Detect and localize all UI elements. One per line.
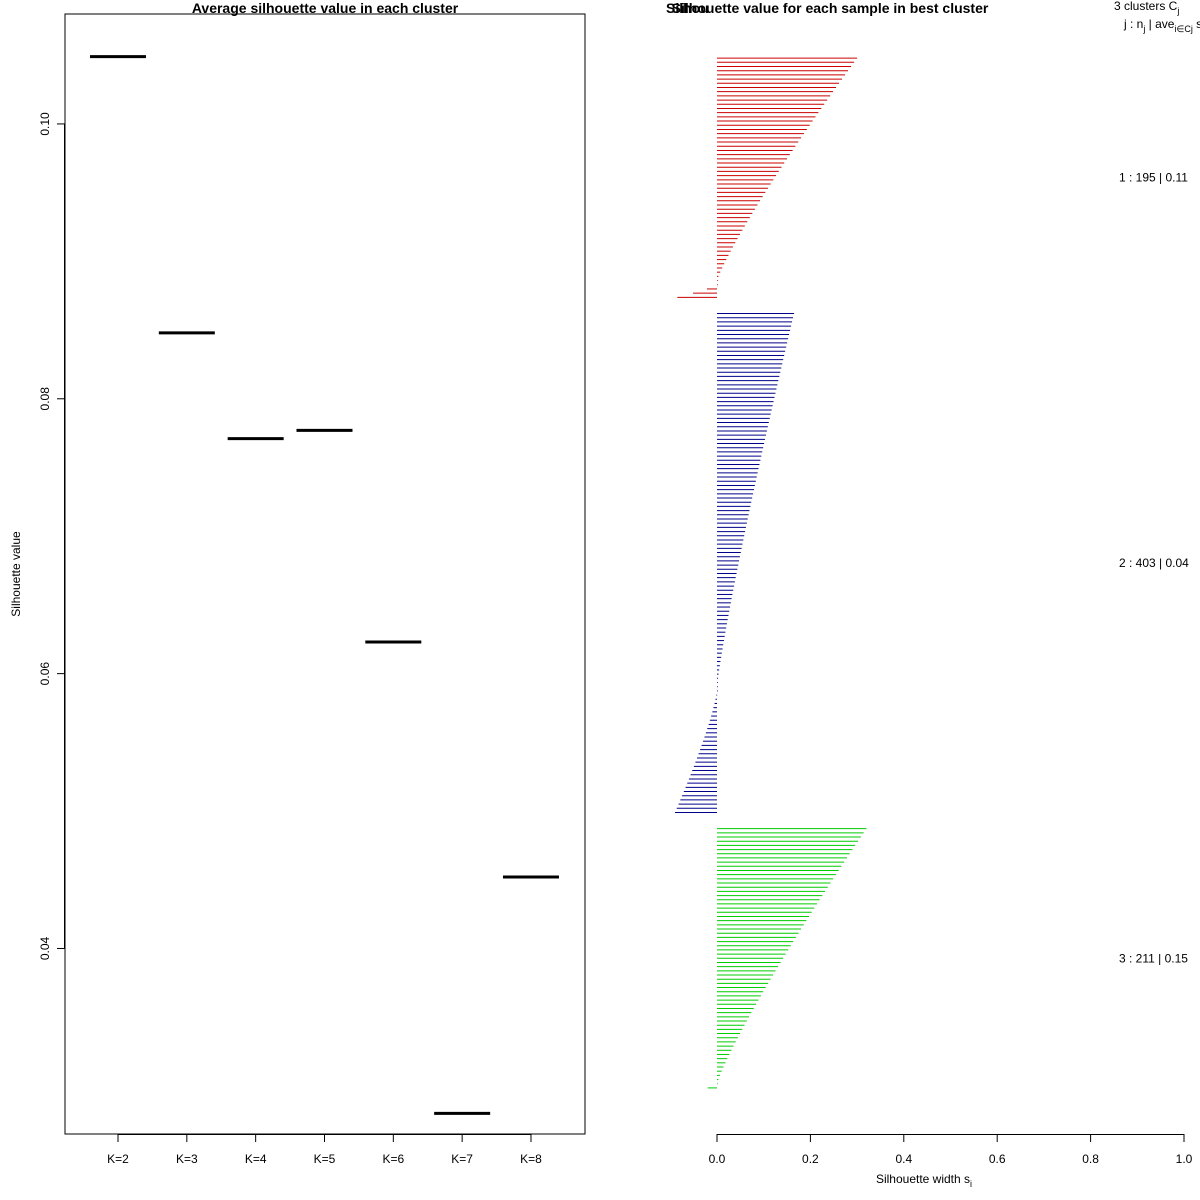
cluster-label-3: 3 : 211 | 0.15 [1119, 951, 1188, 965]
left-x-tick-label: K=6 [382, 1152, 404, 1166]
right-x-axis: 0.0 0.2 0.4 0.6 0.8 1.0 [709, 1134, 1193, 1166]
left-x-tick-label: K=2 [107, 1152, 129, 1166]
cluster-label-2: 2 : 403 | 0.04 [1119, 556, 1189, 570]
avg-silhouette-panel: Average silhouette value in each cluster… [9, 0, 586, 1166]
left-y-axis: 0.04 0.06 0.08 0.10 [38, 112, 65, 960]
legend-header-line2: j : nj | avei∈Cj s [1123, 17, 1200, 34]
right-x-tick-label: 0.2 [802, 1152, 819, 1166]
left-y-tick-label: 0.06 [38, 662, 52, 686]
right-x-tick-label: 0.8 [1082, 1152, 1099, 1166]
left-x-tick-label: K=7 [451, 1152, 473, 1166]
sample-silhouette-panel: Silhou Silhouette value for each sample … [666, 0, 1200, 1189]
right-x-tick-label: 1.0 [1176, 1152, 1193, 1166]
left-x-tick-label: K=8 [520, 1152, 542, 1166]
silhouette-bars [674, 57, 867, 1089]
right-x-tick-label: 0.6 [989, 1152, 1006, 1166]
right-chart-title: Silhouette value for each sample in best… [672, 0, 989, 16]
cluster-label-1: 1 : 195 | 0.11 [1119, 171, 1188, 185]
left-x-tick-label: K=4 [245, 1152, 267, 1166]
left-x-tick-label: K=5 [314, 1152, 336, 1166]
left-y-tick-label: 0.10 [38, 112, 52, 136]
left-x-tick-label: K=3 [176, 1152, 198, 1166]
left-marks [90, 55, 559, 1115]
cluster-legend-header: 3 clusters Cj j : nj | avei∈Cj s [1114, 0, 1200, 34]
right-x-tick-label: 0.4 [895, 1152, 912, 1166]
left-chart-title: Average silhouette value in each cluster [192, 0, 459, 16]
cluster-labels: 1 : 195 | 0.11 2 : 403 | 0.04 3 : 211 | 0.… [1119, 171, 1189, 966]
right-chart-title-overlap: Silhou [666, 0, 709, 16]
legend-header-line1: 3 clusters Cj [1114, 0, 1179, 16]
right-x-axis-label: Silhouette width si [876, 1172, 972, 1189]
left-y-tick-label: 0.08 [38, 387, 52, 411]
left-x-axis: K=2 K=3 K=4 K=5 K=6 K=7 K=8 [107, 1134, 542, 1166]
left-y-tick-label: 0.04 [38, 936, 52, 960]
left-plot-frame [64, 13, 586, 1135]
right-x-tick-label: 0.0 [709, 1152, 726, 1166]
left-y-axis-label: Silhouette value [9, 531, 23, 617]
